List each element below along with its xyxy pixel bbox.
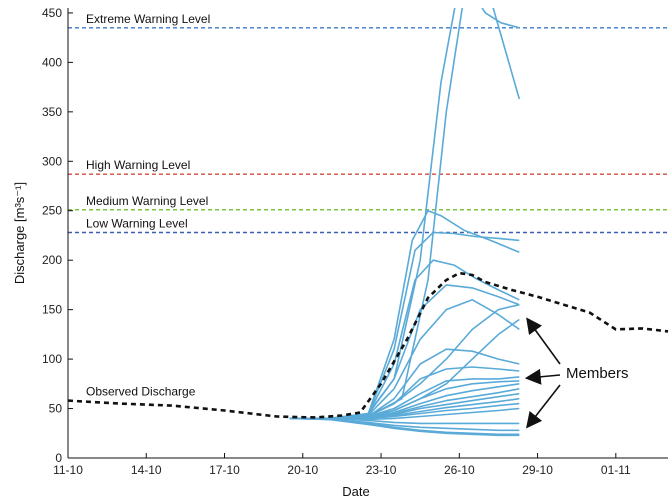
members-arrow — [526, 384, 561, 429]
warning-level-label: High Warning Level — [86, 158, 190, 172]
y-tick-label: 350 — [42, 105, 62, 119]
y-tick-label: 250 — [42, 204, 62, 218]
y-tick-label: 150 — [42, 303, 62, 317]
y-tick-label: 0 — [55, 451, 62, 465]
member-line — [289, 348, 520, 420]
y-tick-label: 450 — [42, 6, 62, 20]
x-tick-label: 29-10 — [522, 463, 553, 477]
warning-levels: Extreme Warning Level High Warning Level M… — [68, 12, 668, 234]
member-line — [289, 299, 520, 420]
members-label: Members — [566, 365, 629, 382]
x-tick-label: 01-11 — [601, 463, 631, 477]
x-tick-label: 20-10 — [287, 463, 318, 477]
axes: 0 50 100 150 200 250 300 350 400 450 11-10 14-10 17-… — [12, 6, 668, 499]
member-line — [289, 417, 520, 437]
members-arrow — [526, 317, 561, 365]
warning-level-label: Low Warning Level — [86, 217, 188, 231]
observed-discharge-series — [67, 271, 669, 419]
observed-discharge-label: Observed Discharge — [86, 385, 196, 399]
y-tick-label: 100 — [42, 352, 62, 366]
x-axis-title: Date — [342, 484, 369, 499]
warning-level-label: Extreme Warning Level — [86, 12, 210, 26]
y-tick-label: 400 — [42, 55, 62, 69]
x-tick-label: 17-10 — [209, 463, 240, 477]
x-tick-label: 26-10 — [444, 463, 475, 477]
annotations: Observed Discharge Members — [86, 317, 629, 429]
observed-discharge-line — [67, 271, 669, 419]
y-tick-label: 300 — [42, 154, 62, 168]
y-axis-title: Discharge [m³s⁻¹] — [12, 182, 27, 284]
members-arrow — [524, 368, 561, 385]
x-tick-label: 11-10 — [53, 463, 83, 477]
y-tick-label: 50 — [49, 402, 63, 416]
x-tick-label: 23-10 — [366, 463, 397, 477]
y-tick-label: 200 — [42, 253, 62, 267]
warning-level-label: Medium Warning Level — [86, 194, 208, 208]
x-tick-label: 14-10 — [131, 463, 162, 477]
member-line — [289, 417, 520, 425]
member-lines — [289, 8, 521, 437]
